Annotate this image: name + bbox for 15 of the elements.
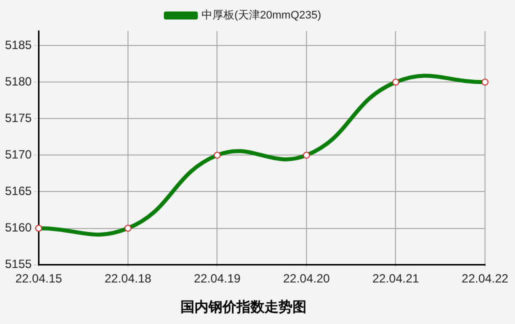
x-tick-label: 22.04.15 bbox=[15, 271, 62, 286]
y-tick-label: 5155 bbox=[4, 257, 32, 272]
y-tick-label: 5175 bbox=[4, 110, 32, 125]
text: 国内钢价指数走势图 bbox=[180, 298, 306, 314]
legend-label: 中厚板(天津20mmQ235) bbox=[201, 8, 322, 22]
x-tick-label: 22.04.22 bbox=[462, 271, 509, 286]
x-tick-label: 22.04.19 bbox=[194, 271, 241, 286]
y-tick-label: 5165 bbox=[4, 184, 32, 198]
y-tick-label: 5160 bbox=[4, 220, 32, 235]
x-tick-label: 22.04.20 bbox=[283, 271, 330, 286]
x-tick-label: 22.04.18 bbox=[104, 271, 152, 286]
y-tick-label: 5180 bbox=[4, 74, 32, 88]
y-tick-label: 5185 bbox=[4, 38, 32, 52]
x-tick-label: 22.04.21 bbox=[372, 271, 420, 286]
y-tick-label: 5170 bbox=[4, 148, 32, 162]
